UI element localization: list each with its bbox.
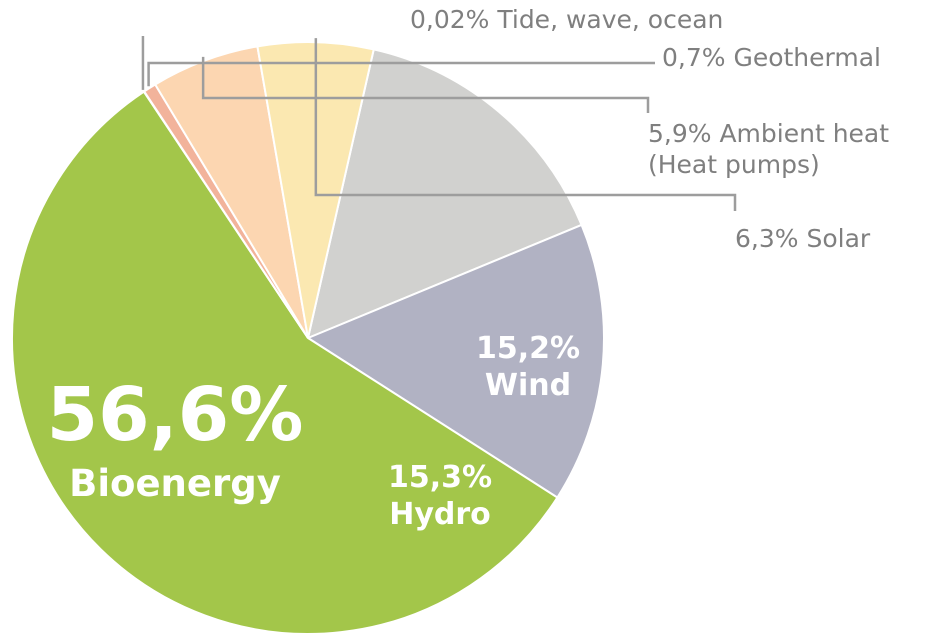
pie-labels: 56,6%Bioenergy 15,2%Wind 15,3%Hydro 0,02% T… [47,5,890,532]
data-label-name-hydro: Hydro [389,497,491,532]
leader-line-geothermal [147,61,655,87]
data-label-value-bioenergy: 56,6% [47,372,304,458]
data-label-value-hydro: 15,3% [388,460,492,495]
data-label-ambient-heat-line-1: 5,9% Ambient heat [648,119,889,148]
pie-slice-hydro [305,223,605,499]
data-label-value-wind: 15,2% [476,331,580,366]
pie-slice-wind [306,48,583,340]
data-label-geothermal: 0,7% Geothermal [662,43,881,72]
pie-slice-bioenergy [11,90,559,635]
data-label-solar: 6,3% Solar [735,224,871,253]
leader-line-solar [314,38,737,211]
data-label-tide-wave-ocean: 0,02% Tide, wave, ocean [410,5,723,34]
data-label-name-wind: Wind [485,368,571,403]
data-label-ambient-heat-line-2: (Heat pumps) [648,150,820,179]
leader-line-ambient-heat [201,56,650,113]
data-label-name-bioenergy: Bioenergy [69,462,281,505]
